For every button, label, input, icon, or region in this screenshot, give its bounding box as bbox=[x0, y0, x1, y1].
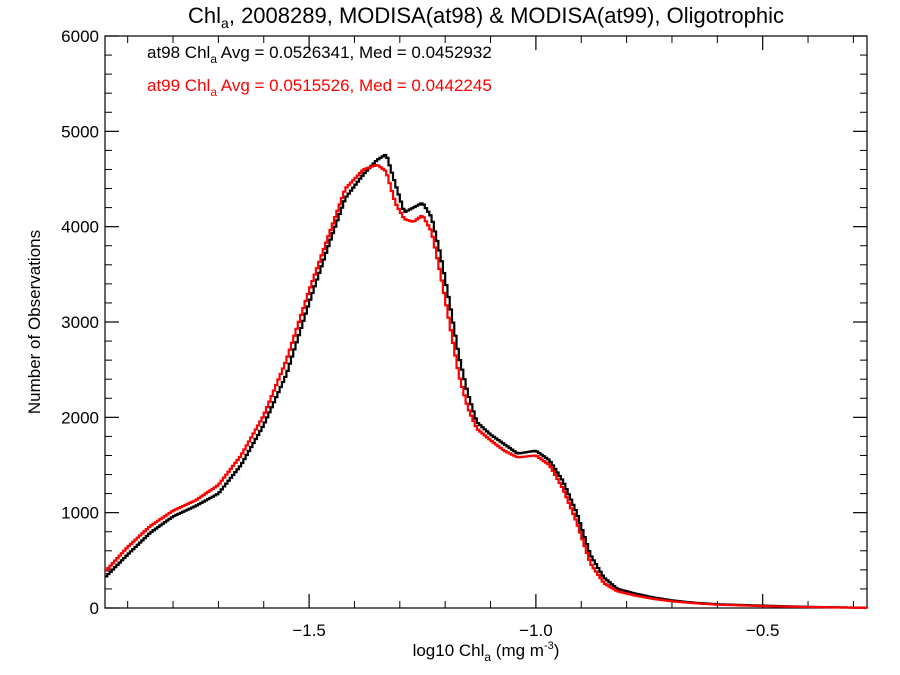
x-axis-label: log10 Chla (mg m-3) bbox=[413, 640, 560, 664]
series-line-at98 bbox=[105, 153, 867, 609]
y-tick-label: 3000 bbox=[61, 313, 99, 332]
x-tick-label: −1.5 bbox=[292, 621, 326, 640]
y-tick-label: 2000 bbox=[61, 408, 99, 427]
series-line-at99 bbox=[105, 164, 867, 609]
legend-entry-at99: at99 Chla Avg = 0.0515526, Med = 0.04422… bbox=[147, 76, 492, 99]
y-tick-label: 5000 bbox=[61, 122, 99, 141]
chart-title: Chla, 2008289, MODISA(at98) & MODISA(at9… bbox=[188, 3, 784, 31]
y-tick-label: 1000 bbox=[61, 504, 99, 523]
legend-entry-at98: at98 Chla Avg = 0.0526341, Med = 0.04529… bbox=[147, 43, 492, 66]
y-tick-label: 6000 bbox=[61, 27, 99, 46]
plot-frame bbox=[104, 35, 868, 609]
x-tick-label: −0.5 bbox=[746, 621, 780, 640]
y-tick-label: 0 bbox=[90, 599, 99, 618]
y-tick-label: 4000 bbox=[61, 218, 99, 237]
y-axis-label: Number of Observations bbox=[25, 230, 44, 414]
x-tick-label: −1.0 bbox=[519, 621, 553, 640]
